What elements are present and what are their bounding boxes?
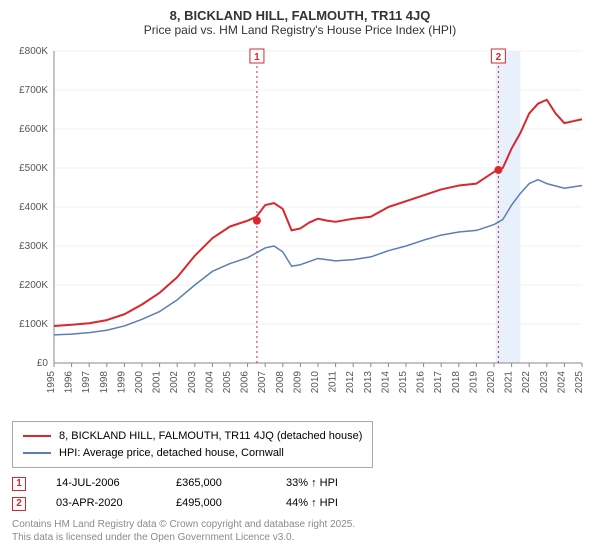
svg-text:2023: 2023 <box>539 371 550 394</box>
svg-text:£800K: £800K <box>19 46 48 57</box>
svg-text:2020: 2020 <box>486 371 497 394</box>
svg-text:2017: 2017 <box>433 371 444 394</box>
svg-text:2003: 2003 <box>187 371 198 394</box>
svg-text:2018: 2018 <box>451 371 462 394</box>
svg-text:2004: 2004 <box>204 371 215 394</box>
svg-text:2010: 2010 <box>310 371 321 394</box>
chart-title: 8, BICKLAND HILL, FALMOUTH, TR11 4JQ <box>12 8 588 23</box>
marker-delta: 33% ↑ HPI <box>286 474 338 494</box>
marker-row: 1 14-JUL-2006 £365,000 33% ↑ HPI <box>12 474 588 494</box>
chart-subtitle: Price paid vs. HM Land Registry's House … <box>12 23 588 37</box>
svg-text:2015: 2015 <box>398 371 409 394</box>
marker-price: £365,000 <box>176 474 256 494</box>
legend-label: 8, BICKLAND HILL, FALMOUTH, TR11 4JQ (de… <box>59 428 362 445</box>
marker-date: 14-JUL-2006 <box>56 474 146 494</box>
legend-row: 8, BICKLAND HILL, FALMOUTH, TR11 4JQ (de… <box>23 428 362 445</box>
svg-text:1998: 1998 <box>99 371 110 394</box>
svg-text:2016: 2016 <box>416 371 427 394</box>
svg-text:1997: 1997 <box>81 371 92 394</box>
svg-text:2012: 2012 <box>345 371 356 394</box>
marker-badge: 1 <box>12 477 26 491</box>
svg-text:£300K: £300K <box>19 241 48 252</box>
svg-text:2005: 2005 <box>222 371 233 394</box>
svg-text:2007: 2007 <box>257 371 268 394</box>
marker-price: £495,000 <box>176 494 256 514</box>
svg-text:£500K: £500K <box>19 163 48 174</box>
credits-line: This data is licensed under the Open Gov… <box>12 531 588 544</box>
svg-text:2021: 2021 <box>504 371 515 394</box>
svg-text:£600K: £600K <box>19 124 48 135</box>
svg-text:2002: 2002 <box>169 371 180 394</box>
svg-text:2011: 2011 <box>328 371 339 393</box>
svg-text:1999: 1999 <box>116 371 127 394</box>
chart-area: £0 £100K £200K £300K £400K £500K £600K £700K £80… <box>12 43 588 413</box>
legend-label: HPI: Average price, detached house, Corn… <box>59 445 284 462</box>
legend: 8, BICKLAND HILL, FALMOUTH, TR11 4JQ (de… <box>12 421 373 468</box>
svg-text:£100K: £100K <box>19 319 48 330</box>
svg-text:2000: 2000 <box>134 371 145 394</box>
svg-text:2013: 2013 <box>363 371 374 394</box>
marker-delta: 44% ↑ HPI <box>286 494 338 514</box>
svg-text:2009: 2009 <box>292 371 303 394</box>
svg-text:2014: 2014 <box>380 371 391 394</box>
svg-text:2022: 2022 <box>521 371 532 394</box>
svg-text:1: 1 <box>254 52 260 63</box>
marker-date: 03-APR-2020 <box>56 494 146 514</box>
svg-text:£0: £0 <box>37 358 49 369</box>
svg-text:£200K: £200K <box>19 280 48 291</box>
legend-swatch-property <box>23 435 51 437</box>
svg-text:£400K: £400K <box>19 202 48 213</box>
svg-text:2008: 2008 <box>275 371 286 394</box>
svg-text:2024: 2024 <box>556 371 567 394</box>
legend-row: HPI: Average price, detached house, Corn… <box>23 445 362 462</box>
credits-line: Contains HM Land Registry data © Crown c… <box>12 518 588 531</box>
legend-swatch-hpi <box>23 452 51 454</box>
svg-text:£700K: £700K <box>19 85 48 96</box>
marker-row: 2 03-APR-2020 £495,000 44% ↑ HPI <box>12 494 588 514</box>
svg-text:2: 2 <box>496 52 502 63</box>
svg-text:2025: 2025 <box>574 371 585 394</box>
svg-text:2001: 2001 <box>152 371 163 394</box>
svg-text:2019: 2019 <box>468 371 479 394</box>
credits: Contains HM Land Registry data © Crown c… <box>12 518 588 544</box>
marker-badge: 2 <box>12 497 26 511</box>
marker-table: 1 14-JUL-2006 £365,000 33% ↑ HPI 2 03-AP… <box>12 474 588 514</box>
svg-text:1996: 1996 <box>64 371 75 394</box>
svg-text:1995: 1995 <box>46 371 57 394</box>
svg-text:2006: 2006 <box>240 371 251 394</box>
